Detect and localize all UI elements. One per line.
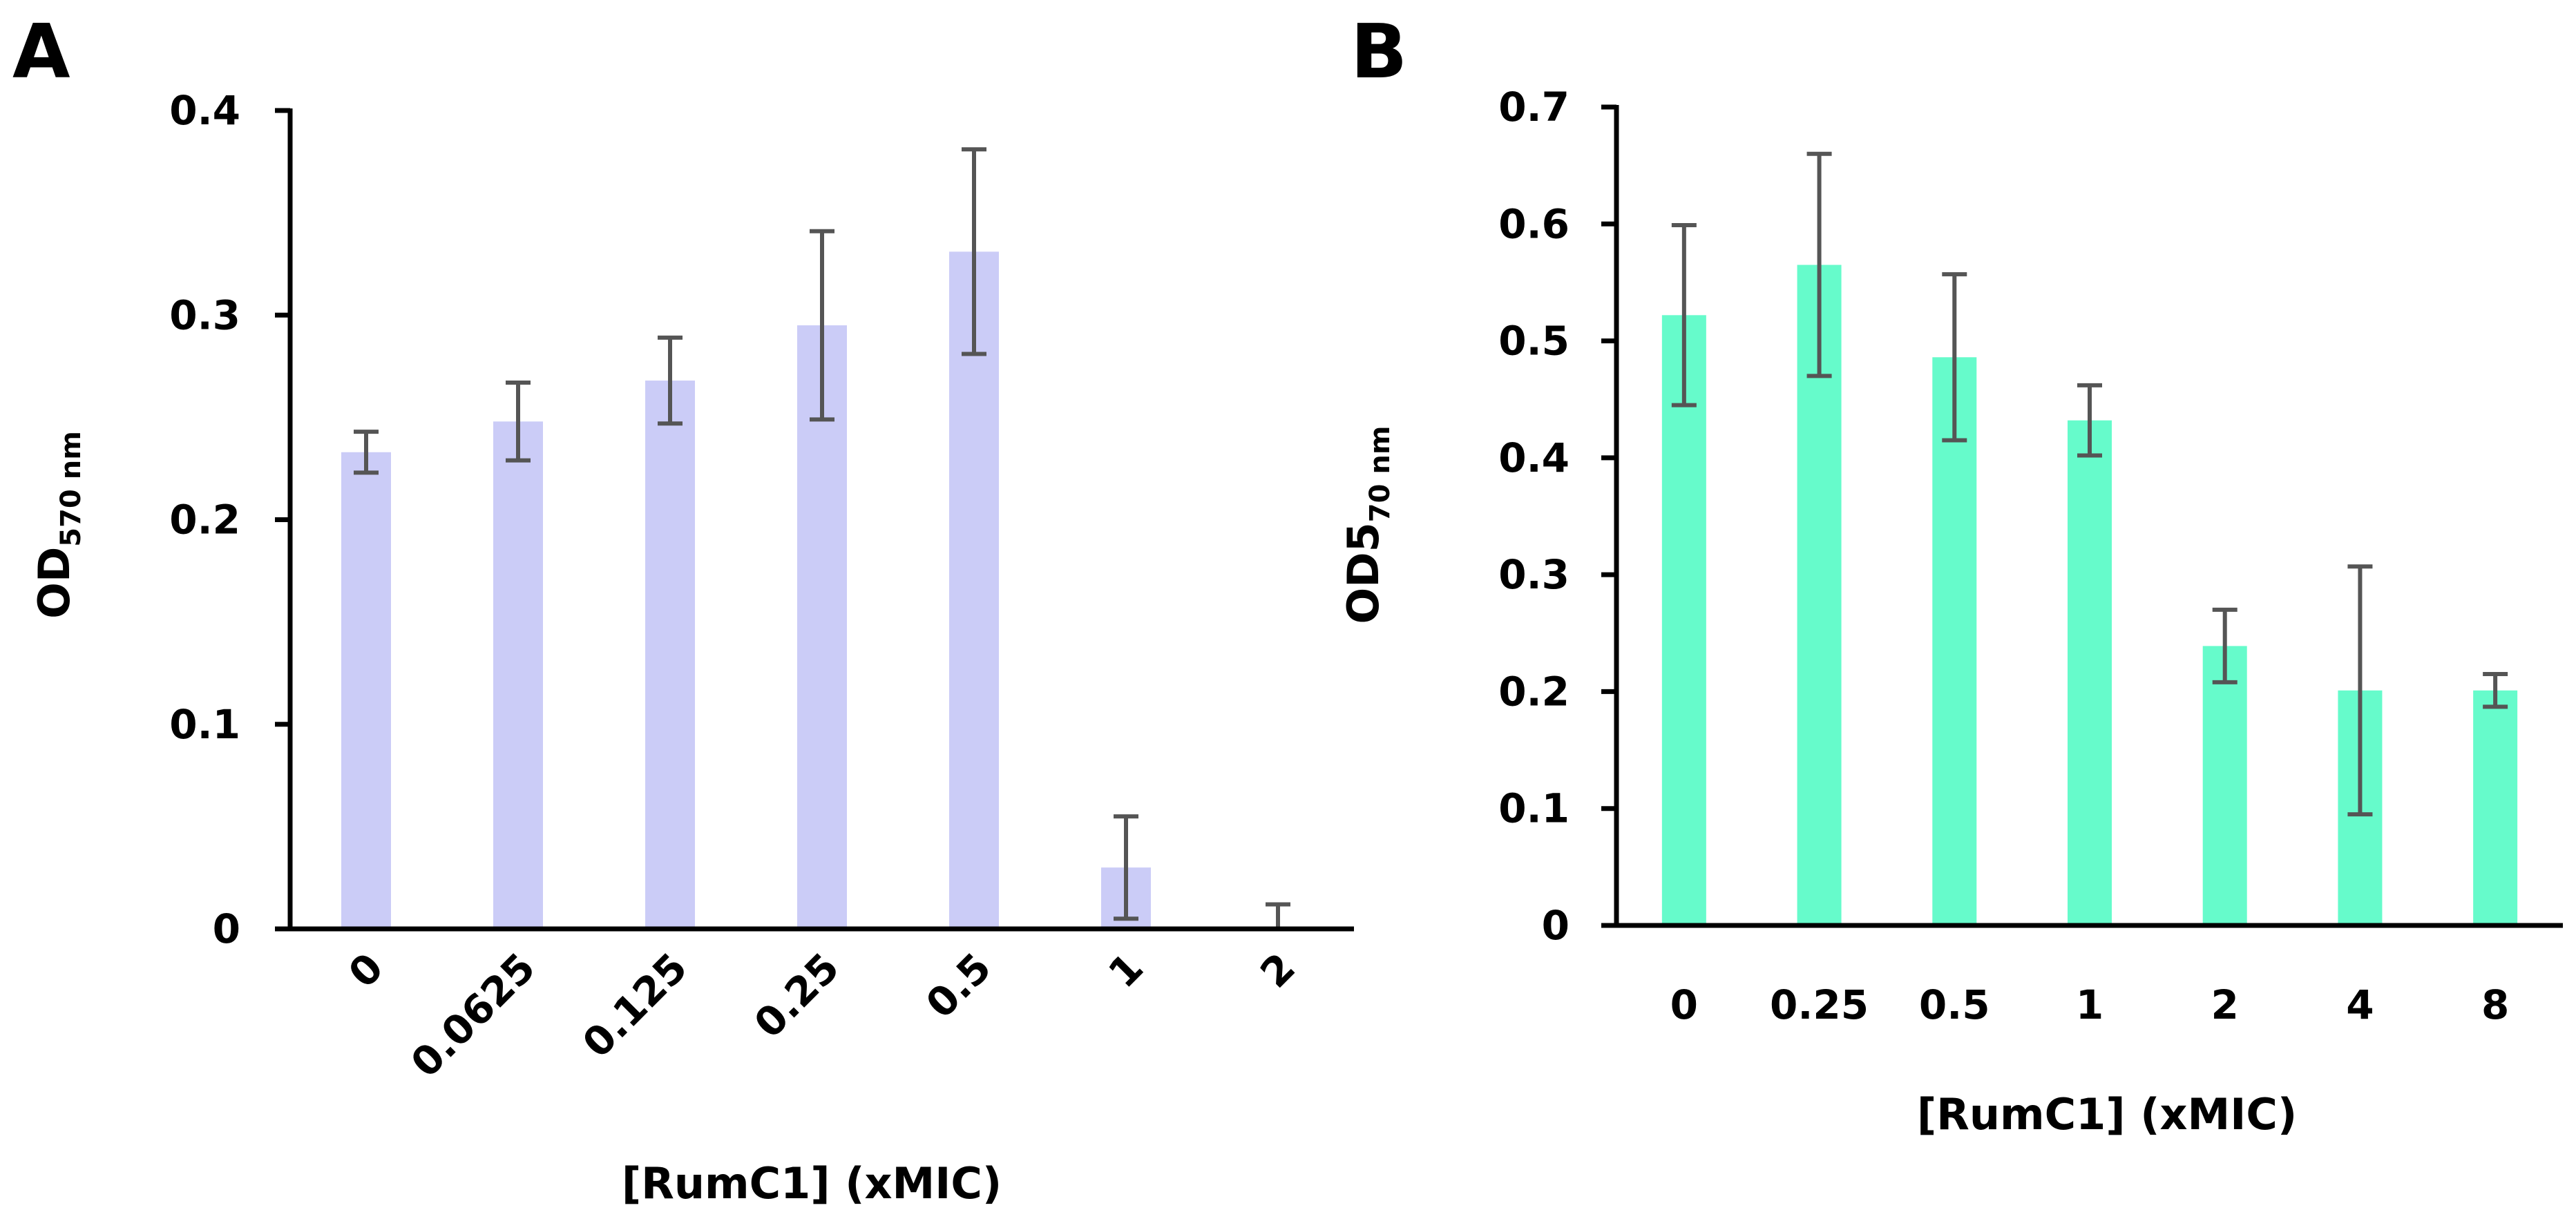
panel-a-bar-4	[797, 325, 847, 929]
panel-b-chart: B OD570 nm 00.10.20.30.40.50.60.7 0 0.25 0…	[1338, 9, 2563, 1140]
panel-b-error-bar-7	[2483, 672, 2508, 709]
panel-a-y-tick-label: 0.4	[169, 87, 240, 134]
panel-a-chart: A OD570 nm 00.10.20.30.4 0 0.0625 0.125 0.2…	[12, 9, 1354, 1209]
panel-a-bar-3	[645, 381, 695, 929]
panel-a-x-tick-label: 0	[339, 944, 392, 997]
panel-a-error-bar-7	[1266, 902, 1290, 929]
panel-b-y-tick-label: 0.5	[1498, 318, 1570, 365]
panel-a-error-bar-6	[1114, 814, 1138, 921]
panel-a-bar-1	[341, 452, 391, 929]
panel-a-y-tick-label: 0	[213, 905, 240, 952]
panel-b-error-bar-2	[1806, 151, 1832, 378]
panel-b-letter: B	[1351, 9, 1407, 95]
panel-b-x-tick-label: 4	[2346, 981, 2374, 1028]
panel-a-y-axis-title-sub: 570 nm	[55, 431, 87, 547]
panel-a-x-tick-label: 0.125	[573, 944, 696, 1067]
panel-b-x-tick-label: 0.5	[1919, 981, 1990, 1028]
svg-text:OD570 nm: OD570 nm	[29, 431, 87, 619]
panel-a-y-axis-title-main: OD	[29, 547, 79, 619]
panel-b-x-axis-title: [RumC1] (xMIC)	[1917, 1089, 2297, 1140]
panel-a-error-bar-3	[658, 335, 683, 426]
panel-b-y-tick-label: 0.1	[1498, 785, 1570, 832]
panel-a-y-ticks: 0 0.1 0.2 0.3 0.4	[169, 87, 290, 952]
panel-a-y-tick-label: 0.3	[169, 291, 240, 338]
panel-a-y-tick-label: 0.2	[169, 497, 240, 544]
panel-a-error-bar-2	[506, 381, 531, 463]
panel-a-y-tick-label: 0.1	[169, 701, 240, 748]
svg-text:OD570 nm: OD570 nm	[1338, 425, 1396, 624]
panel-a-x-tick-label: 0.25	[745, 944, 848, 1047]
panel-b-bars	[1661, 265, 2518, 925]
panel-b-y-axis-title-main: OD5	[1338, 522, 1389, 624]
panel-a-error-bars	[354, 147, 1290, 929]
panel-a-bars	[341, 251, 1151, 930]
panel-a-error-bar-1	[354, 430, 379, 475]
panel-b-y-tick-label: 0.4	[1498, 434, 1570, 481]
panel-b-error-bar-6	[2347, 564, 2373, 817]
panel-a-error-bar-5	[962, 147, 986, 356]
panel-b-x-tick-label: 0.25	[1770, 981, 1869, 1028]
panel-b-y-tick-label: 0.6	[1498, 200, 1570, 247]
panel-b-y-axis-title: OD570 nm	[1338, 425, 1396, 624]
panel-b-x-tick-label: 2	[2211, 981, 2239, 1028]
panel-b-error-bar-5	[2212, 607, 2238, 684]
panel-a-x-tick-label: 0.5	[917, 944, 1000, 1028]
panel-a-axes	[287, 108, 1354, 932]
panel-b-error-bar-1	[1671, 222, 1697, 407]
panel-b-y-tick-label: 0.7	[1498, 84, 1570, 131]
panel-b-x-tick-label: 1	[2076, 981, 2103, 1028]
panel-b-y-tick-label: 0.3	[1498, 551, 1570, 598]
panel-b-x-tick-label: 8	[2481, 981, 2509, 1028]
panel-a-x-ticks: 0 0.0625 0.125 0.25 0.5 1 2	[339, 944, 1304, 1086]
panel-a-x-tick-label: 1	[1099, 944, 1152, 997]
panel-a-bar-5	[949, 251, 999, 930]
panel-b-x-ticks: 0 0.25 0.5 1 2 4 8	[1670, 981, 2510, 1028]
panel-b-bar-4	[2068, 420, 2112, 925]
panel-b-x-tick-label: 0	[1670, 981, 1698, 1028]
panel-a-x-tick-label: 2	[1251, 944, 1304, 997]
panel-a-x-axis-title: [RumC1] (xMIC)	[622, 1158, 1002, 1209]
panel-a-letter: A	[12, 9, 70, 95]
panel-b-axes	[1614, 105, 2563, 928]
panel-a-bar-2	[493, 421, 543, 929]
panel-b-error-bar-4	[2077, 383, 2102, 458]
panel-b-y-axis-title-sub: 70 nm	[1364, 425, 1396, 522]
panel-a-x-tick-label: 0.0625	[402, 944, 544, 1086]
panel-b-bar-5	[2202, 646, 2247, 925]
panel-a-y-axis-title: OD570 nm	[29, 431, 87, 619]
panel-b-y-ticks: 0 0.1 0.2 0.3 0.4 0.5 0.6 0.7	[1498, 84, 1616, 949]
panel-b-error-bars	[1671, 151, 2508, 817]
panel-b-bar-1	[1661, 315, 1706, 925]
panel-b-y-tick-label: 0.2	[1498, 668, 1570, 715]
panel-b-y-tick-label: 0	[1542, 902, 1570, 949]
panel-a-error-bar-4	[810, 229, 834, 422]
panel-b-bar-3	[1932, 357, 1977, 925]
panel-b-error-bar-3	[1942, 272, 1967, 443]
panel-b-bar-7	[2473, 690, 2518, 925]
